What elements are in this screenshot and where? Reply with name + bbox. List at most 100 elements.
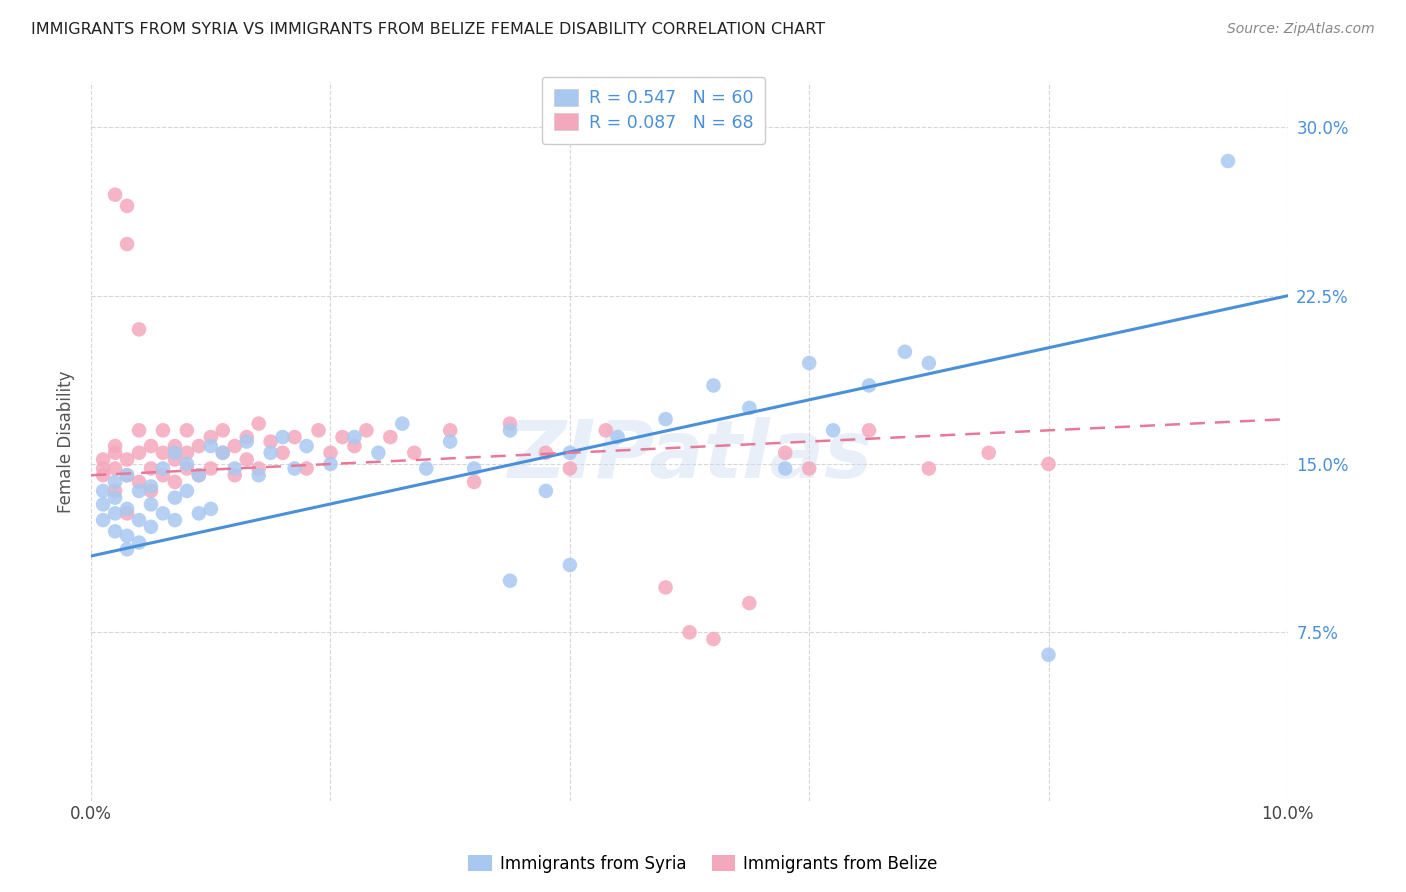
Point <box>128 535 150 549</box>
Point <box>319 457 342 471</box>
Point <box>200 501 222 516</box>
Point <box>918 461 941 475</box>
Point <box>773 446 796 460</box>
Point <box>91 483 114 498</box>
Point <box>115 501 138 516</box>
Point <box>139 479 162 493</box>
Point <box>606 430 628 444</box>
Point <box>152 468 174 483</box>
Point <box>773 461 796 475</box>
Point <box>128 446 150 460</box>
Point <box>702 378 724 392</box>
Point <box>380 430 402 444</box>
Point <box>176 461 198 475</box>
Point <box>1038 648 1060 662</box>
Point <box>139 497 162 511</box>
Point <box>104 475 127 489</box>
Point <box>224 439 246 453</box>
Point <box>260 446 283 460</box>
Point <box>211 446 233 460</box>
Point <box>200 430 222 444</box>
Point <box>654 581 676 595</box>
Point <box>404 446 426 460</box>
Point <box>343 430 366 444</box>
Point <box>115 468 138 483</box>
Point <box>654 412 676 426</box>
Point <box>499 574 522 588</box>
Point <box>235 430 257 444</box>
Point <box>356 423 378 437</box>
Point <box>224 461 246 475</box>
Point <box>128 475 150 489</box>
Point <box>104 483 127 498</box>
Point <box>115 452 138 467</box>
Point <box>115 542 138 557</box>
Point <box>115 237 138 252</box>
Point <box>1038 457 1060 471</box>
Point <box>894 344 917 359</box>
Point <box>247 468 270 483</box>
Point <box>308 423 330 437</box>
Point <box>367 446 389 460</box>
Point <box>115 199 138 213</box>
Point <box>128 322 150 336</box>
Point <box>163 446 186 460</box>
Point <box>163 491 186 505</box>
Point <box>139 461 162 475</box>
Point <box>499 423 522 437</box>
Point <box>128 423 150 437</box>
Point <box>284 430 307 444</box>
Point <box>595 423 617 437</box>
Point <box>439 434 461 449</box>
Point <box>176 423 198 437</box>
Point <box>176 457 198 471</box>
Point <box>799 356 821 370</box>
Point <box>152 507 174 521</box>
Point <box>115 507 138 521</box>
Point <box>415 461 437 475</box>
Point <box>91 513 114 527</box>
Point <box>534 483 557 498</box>
Point <box>104 446 127 460</box>
Point <box>823 423 845 437</box>
Point <box>799 461 821 475</box>
Point <box>104 491 127 505</box>
Point <box>91 461 114 475</box>
Point <box>235 452 257 467</box>
Point <box>91 497 114 511</box>
Point <box>319 446 342 460</box>
Point <box>176 483 198 498</box>
Point <box>104 524 127 539</box>
Point <box>678 625 700 640</box>
Point <box>738 401 761 415</box>
Point <box>211 446 233 460</box>
Point <box>152 461 174 475</box>
Point <box>918 356 941 370</box>
Point <box>295 439 318 453</box>
Point <box>439 423 461 437</box>
Point <box>1216 154 1239 169</box>
Point <box>152 446 174 460</box>
Point <box>104 439 127 453</box>
Point <box>260 434 283 449</box>
Point <box>858 378 880 392</box>
Point <box>271 430 294 444</box>
Point <box>163 513 186 527</box>
Legend: R = 0.547   N = 60, R = 0.087   N = 68: R = 0.547 N = 60, R = 0.087 N = 68 <box>541 77 765 144</box>
Point <box>200 461 222 475</box>
Text: IMMIGRANTS FROM SYRIA VS IMMIGRANTS FROM BELIZE FEMALE DISABILITY CORRELATION CH: IMMIGRANTS FROM SYRIA VS IMMIGRANTS FROM… <box>31 22 825 37</box>
Point <box>295 461 318 475</box>
Point <box>91 452 114 467</box>
Point <box>343 439 366 453</box>
Point <box>115 529 138 543</box>
Point <box>247 461 270 475</box>
Point <box>115 468 138 483</box>
Point <box>176 446 198 460</box>
Point <box>139 520 162 534</box>
Point <box>332 430 354 444</box>
Point <box>271 446 294 460</box>
Point <box>247 417 270 431</box>
Point <box>858 423 880 437</box>
Point <box>163 452 186 467</box>
Point <box>91 468 114 483</box>
